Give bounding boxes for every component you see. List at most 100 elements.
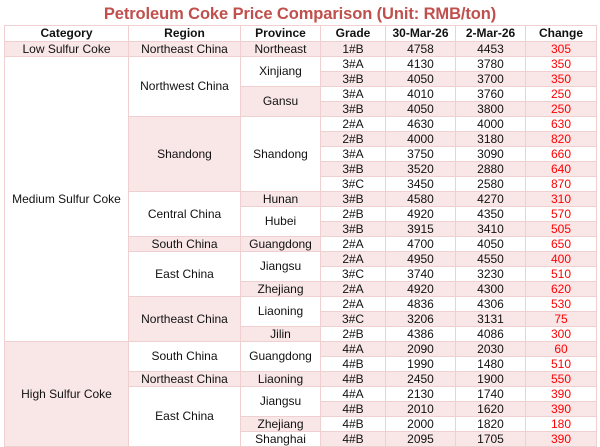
change-cell: 640 [525,161,597,177]
price-2-mar-cell: 2880 [455,161,526,177]
change-cell: 75 [525,311,597,327]
price-2-mar-cell: 1620 [455,401,526,417]
price-30-mar-cell: 4050 [385,101,456,117]
price-30-mar-cell: 2450 [385,371,456,387]
price-2-mar-cell: 3090 [455,146,526,162]
price-30-mar-cell: 4050 [385,71,456,87]
region-cell: East China [128,251,241,297]
price-30-mar-cell: 4130 [385,56,456,72]
price-30-mar-cell: 2130 [385,386,456,402]
header-category: Category [4,25,129,42]
region-cell: Northwest China [128,56,241,117]
price-30-mar-cell: 3915 [385,221,456,237]
grade-cell: 3#B [320,191,386,207]
change-cell: 660 [525,146,597,162]
price-30-mar-cell: 4758 [385,41,456,57]
change-cell: 570 [525,206,597,222]
price-2-mar-cell: 3131 [455,311,526,327]
grade-cell: 3#C [320,176,386,192]
grade-cell: 2#A [320,296,386,312]
price-2-mar-cell: 4086 [455,326,526,342]
price-30-mar-cell: 2095 [385,431,456,447]
change-cell: 620 [525,281,597,297]
table-row: 3#B 4050 3800 250 [5,101,597,117]
price-2-mar-cell: 1900 [455,371,526,387]
province-cell: Jilin [240,326,321,342]
price-30-mar-cell: 4700 [385,236,456,252]
province-cell: Xinjiang [240,56,321,87]
header-grade: Grade [320,25,386,42]
grade-cell: 2#B [320,131,386,147]
header-change: Change [525,25,597,42]
header-province: Province [240,25,321,42]
category-cell: Medium Sulfur Coke [4,56,129,342]
grade-cell: 4#B [320,401,386,417]
price-2-mar-cell: 4550 [455,251,526,267]
price-2-mar-cell: 4000 [455,116,526,132]
grade-cell: 3#A [320,146,386,162]
province-cell: Hunan [240,191,321,207]
province-cell: Guangdong [240,341,321,372]
table-row: 3#B 3915 3410 505 [5,221,597,237]
price-2-mar-cell: 1480 [455,356,526,372]
price-2-mar-cell: 3800 [455,101,526,117]
change-cell: 505 [525,221,597,237]
change-cell: 250 [525,101,597,117]
price-2-mar-cell: 3780 [455,56,526,72]
change-cell: 530 [525,296,597,312]
category-cell: Low Sulfur Coke [4,41,129,57]
table-row: Hubei 2#B 4920 4350 570 [5,206,597,237]
price-30-mar-cell: 4950 [385,251,456,267]
grade-cell: 2#A [320,281,386,297]
price-2-mar-cell: 1740 [455,386,526,402]
price-2-mar-cell: 1705 [455,431,526,447]
grade-cell: 4#B [320,356,386,372]
price-2-mar-cell: 3760 [455,86,526,102]
change-cell: 550 [525,371,597,387]
price-comparison-table: Category Region Province Grade 30-Mar-26… [4,25,597,447]
change-cell: 305 [525,41,597,57]
price-30-mar-cell: 3750 [385,146,456,162]
change-cell: 310 [525,191,597,207]
price-30-mar-cell: 2000 [385,416,456,432]
region-cell: South China [128,341,241,372]
price-30-mar-cell: 4920 [385,281,456,297]
table-row: Medium Sulfur Coke Northwest China Xinjian… [4,56,597,342]
header-row: Category Region Province Grade 30-Mar-26… [4,25,597,42]
price-2-mar-cell: 4350 [455,206,526,222]
table-row: Shandong Shandong 2#A 4630 4000 630 [5,116,597,192]
region-cell: Northeast China [128,371,241,387]
change-cell: 510 [525,356,597,372]
change-cell: 630 [525,116,597,132]
change-cell: 870 [525,176,597,192]
grade-cell: 2#B [320,206,386,222]
region-cell: Northeast China [128,41,241,57]
grade-cell: 3#B [320,101,386,117]
price-2-mar-cell: 4300 [455,281,526,297]
province-cell: Jiangsu [240,251,321,282]
price-2-mar-cell: 2030 [455,341,526,357]
change-cell: 390 [525,386,597,402]
grade-cell: 3#A [320,56,386,72]
province-cell: Zhejiang [240,416,321,432]
change-cell: 300 [525,326,597,342]
price-2-mar-cell: 4050 [455,236,526,252]
grade-cell: 4#A [320,386,386,402]
region-cell: Northeast China [128,296,241,342]
change-cell: 350 [525,56,597,72]
price-30-mar-cell: 2090 [385,341,456,357]
region-cell: Central China [128,191,241,237]
change-cell: 350 [525,71,597,87]
table-row: East China Jiangsu 2#A 4950 4550 400 [5,251,597,297]
price-30-mar-cell: 4580 [385,191,456,207]
table-row: Low Sulfur Coke Northeast China Northeast 1… [4,41,597,57]
price-2-mar-cell: 3700 [455,71,526,87]
grade-cell: 4#A [320,341,386,357]
change-cell: 250 [525,86,597,102]
price-30-mar-cell: 1990 [385,356,456,372]
change-cell: 510 [525,266,597,282]
price-30-mar-cell: 2010 [385,401,456,417]
table-row: Gansu 3#A 4010 3760 250 [5,86,597,117]
table-row: 4#B 1990 1480 510 [5,356,597,372]
price-30-mar-cell: 4836 [385,296,456,312]
